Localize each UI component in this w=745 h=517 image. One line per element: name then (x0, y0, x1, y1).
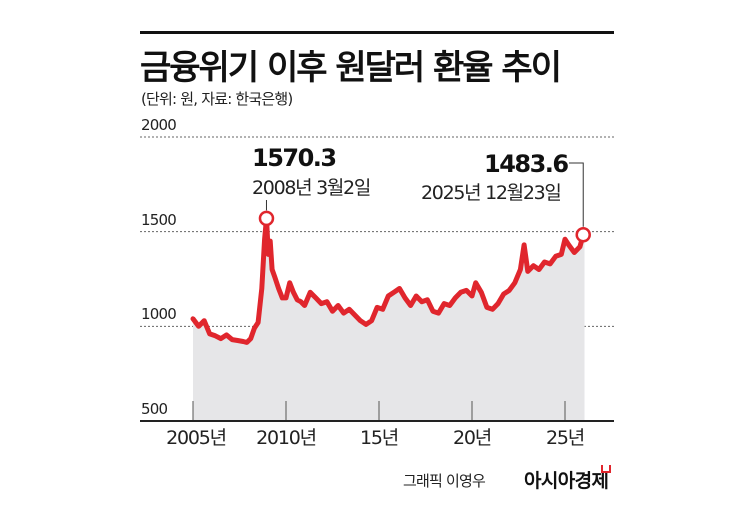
chart-title: 금융위기 이후 원달러 환율 추이 (140, 48, 562, 88)
publisher-logo: 아시아경제 (524, 470, 609, 492)
y-tick-label: 2000 (141, 116, 177, 134)
peak-date-label: 2008년 3월2일 (252, 177, 371, 199)
x-tick-label: 15년 (359, 427, 399, 449)
x-tick-label: 2010년 (256, 427, 317, 449)
y-tick-label: 1000 (141, 305, 177, 323)
logo-mark-icon (601, 465, 611, 473)
y-tick-label: 1500 (141, 211, 177, 229)
latest-date-label: 2025년 12월23일 (421, 182, 562, 204)
peak-value-label: 1570.3 (252, 144, 337, 172)
x-tick-label: 25년 (545, 427, 585, 449)
latest-value-label: 1483.6 (484, 150, 569, 178)
x-tick-label: 2005년 (166, 427, 227, 449)
top-rule (140, 31, 614, 34)
exchange-rate-line (190, 215, 586, 345)
annotation-markers (258, 162, 591, 243)
area-fill (193, 218, 585, 421)
graphic-credit: 그래픽 이영우 (403, 472, 486, 490)
x-tick-marks (192, 401, 566, 421)
x-tick-label: 20년 (452, 427, 492, 449)
y-tick-label: 500 (141, 400, 168, 418)
chart-subtitle: (단위: 원, 자료: 한국은행) (141, 90, 293, 108)
